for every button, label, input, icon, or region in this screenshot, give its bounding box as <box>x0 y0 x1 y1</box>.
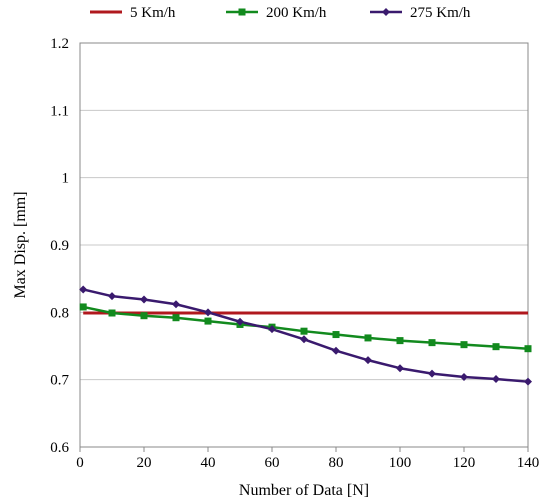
y-tick-label: 0.9 <box>50 238 69 254</box>
x-axis-label: Number of Data [N] <box>239 482 369 499</box>
data-point-200-km-h <box>428 339 436 347</box>
y-axis: 0.6 0.7 0.8 0.9 1 1.1 1.2 <box>50 36 69 456</box>
x-tick-label: 140 <box>517 455 540 471</box>
x-axis: 0 20 40 60 80 100 120 140 <box>76 447 539 471</box>
data-point-200-km-h <box>108 309 116 317</box>
data-point-275-km-h <box>396 364 404 373</box>
data-point-275-km-h <box>428 369 436 378</box>
y-axis-label: Max Disp. [mm] <box>12 191 29 298</box>
data-point-275-km-h <box>236 317 244 326</box>
x-tick-label: 40 <box>201 455 216 471</box>
legend-label-200-km-h: 200 Km/h <box>266 5 327 21</box>
data-point-200-km-h <box>396 337 404 345</box>
data-point-275-km-h <box>364 356 372 365</box>
data-point-200-km-h <box>204 317 212 325</box>
data-point-200-km-h <box>79 303 87 311</box>
data-point-275-km-h <box>460 372 468 381</box>
data-point-275-km-h <box>172 300 180 309</box>
x-tick-label: 0 <box>76 455 84 471</box>
data-point-275-km-h <box>79 285 88 294</box>
y-tick-label: 1.2 <box>50 36 69 52</box>
data-point-275-km-h <box>492 374 500 383</box>
legend-label-275-km-h: 275 Km/h <box>410 5 471 21</box>
y-tick-label: 1.1 <box>50 103 69 119</box>
grid-lines <box>80 42 528 448</box>
x-tick-label: 80 <box>329 455 344 471</box>
data-point-275-km-h <box>108 292 116 301</box>
data-point-200-km-h <box>332 331 340 339</box>
data-point-200-km-h <box>492 343 500 351</box>
series-lines <box>82 288 529 383</box>
legend-marker-200-km-h <box>238 8 246 16</box>
x-tick-label: 100 <box>389 455 412 471</box>
data-point-200-km-h <box>140 312 148 320</box>
data-point-275-km-h <box>140 295 148 304</box>
data-point-275-km-h <box>268 325 276 334</box>
data-point-200-km-h <box>300 327 308 335</box>
x-tick-label: 60 <box>265 455 280 471</box>
legend-marker-275-km-h <box>382 8 390 16</box>
series-line-275-km-h <box>82 288 529 383</box>
data-point-275-km-h <box>332 346 340 355</box>
data-point-275-km-h <box>300 335 308 344</box>
plot-frame <box>79 42 529 448</box>
data-point-275-km-h <box>524 377 532 386</box>
data-point-200-km-h <box>364 334 372 342</box>
legend-label-5-km-h: 5 Km/h <box>130 5 176 21</box>
data-point-200-km-h <box>460 341 468 349</box>
y-tick-label: 1 <box>62 171 70 187</box>
data-point-200-km-h <box>172 314 180 322</box>
legend: 5 Km/h 200 Km/h 275 Km/h <box>90 5 471 21</box>
data-point-275-km-h <box>204 308 212 317</box>
y-tick-label: 0.7 <box>50 373 69 389</box>
y-tick-label: 0.8 <box>50 305 69 321</box>
series-markers <box>79 285 532 386</box>
data-point-200-km-h <box>524 345 532 353</box>
x-tick-label: 20 <box>137 455 152 471</box>
x-tick-label: 120 <box>453 455 476 471</box>
y-tick-label: 0.6 <box>50 440 69 456</box>
